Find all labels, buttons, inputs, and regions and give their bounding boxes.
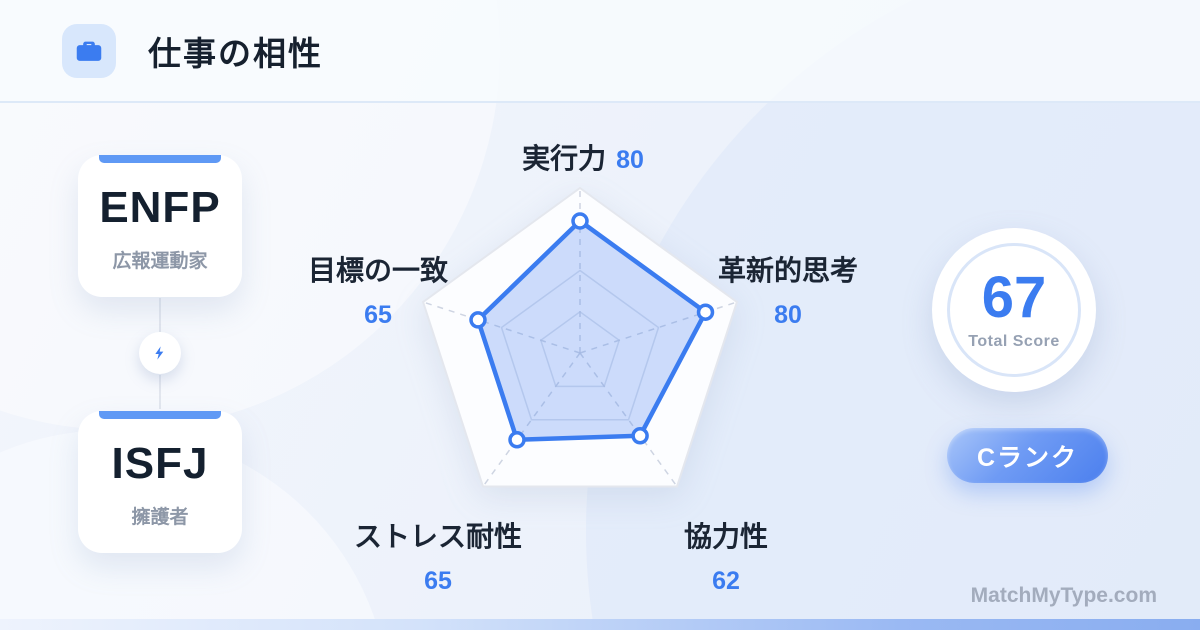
page-title: 仕事の相性 xyxy=(148,34,323,72)
type-code: ENFP xyxy=(99,182,221,232)
radar-axis-goal-alignment: 目標の一致 65 xyxy=(308,249,448,330)
total-score-circle: 67 Total Score xyxy=(932,228,1096,392)
lightning-bolt-icon xyxy=(139,332,181,374)
axis-label: 目標の一致 xyxy=(307,255,449,286)
axis-label: 革新的思考 xyxy=(717,255,859,286)
radar-axis-cooperation: 協力性 62 xyxy=(684,515,768,596)
radar-axis-stress-tolerance: ストレス耐性 65 xyxy=(354,515,522,596)
radar-axis-execution: 実行力 80 xyxy=(522,137,644,177)
card-accent-bar xyxy=(99,411,221,419)
card-accent-bar xyxy=(99,155,221,163)
radar-axis-innovation: 革新的思考 80 xyxy=(718,249,858,330)
briefcase-icon xyxy=(62,23,116,78)
connector-line xyxy=(159,375,161,409)
rank-badge-button[interactable]: Cランク xyxy=(947,428,1108,483)
type-code: ISFJ xyxy=(111,438,209,488)
axis-value: 80 xyxy=(774,301,802,329)
type-card-enfp: ENFP 広報運動家 xyxy=(78,155,242,297)
axis-value: 62 xyxy=(712,567,740,595)
axis-value: 80 xyxy=(616,146,644,174)
axis-label: 実行力 xyxy=(522,143,607,174)
score-inner-ring xyxy=(947,243,1081,377)
type-nickname: 広報運動家 xyxy=(112,250,208,272)
axis-value: 65 xyxy=(364,301,392,329)
bottom-accent-bar xyxy=(0,619,1200,630)
axis-label: 協力性 xyxy=(683,521,769,552)
type-card-isfj: ISFJ 擁護者 xyxy=(78,411,242,553)
type-nickname: 擁護者 xyxy=(131,506,189,528)
axis-label: ストレス耐性 xyxy=(353,521,523,552)
axis-value: 65 xyxy=(424,567,452,595)
connector-line xyxy=(159,298,161,332)
header: 仕事の相性 xyxy=(0,0,1200,103)
watermark-text: MatchMyType.com xyxy=(970,584,1157,607)
